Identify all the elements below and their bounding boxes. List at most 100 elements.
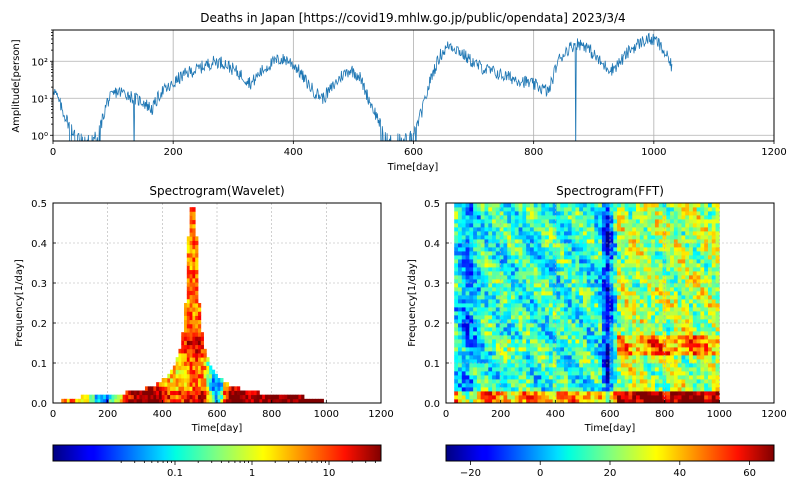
- fft-cell: [628, 359, 633, 364]
- fft-cell: [511, 339, 516, 344]
- fft-cell: [685, 219, 690, 224]
- fft-cell: [571, 275, 576, 280]
- fft-cell: [454, 239, 459, 244]
- wavelet-cell: [181, 369, 185, 375]
- fft-cell: [492, 387, 497, 392]
- fft-cell: [707, 267, 713, 272]
- fft-cell: [666, 323, 671, 328]
- fft-cell: [700, 231, 705, 236]
- fft-cell: [601, 227, 607, 232]
- line-panel: Deaths in Japan [https://covid19.mhlw.go…: [11, 11, 787, 173]
- fft-cell: [632, 239, 637, 244]
- wavelet-cell: [223, 382, 227, 387]
- fft-cell: [654, 235, 660, 240]
- fft-cell: [571, 395, 576, 400]
- fft-cell: [632, 271, 637, 276]
- fft-cell: [518, 211, 523, 216]
- fft-cell: [495, 267, 501, 272]
- fft-cell: [647, 327, 652, 332]
- fft-cell: [548, 287, 554, 292]
- wavelet-cell: [164, 382, 168, 387]
- fft-cell: [673, 271, 679, 276]
- fft-cell: [545, 371, 550, 376]
- fft-cell: [518, 331, 523, 336]
- wavelet-cell: [181, 348, 185, 354]
- fft-cell: [514, 295, 519, 300]
- fft-cell: [529, 359, 535, 364]
- fft-cell: [582, 383, 588, 388]
- fft-cell: [670, 219, 675, 224]
- fft-cell: [700, 227, 705, 232]
- fft-cell: [601, 331, 607, 336]
- fft-cell: [689, 315, 694, 320]
- fft-cell: [689, 291, 694, 296]
- fft-cell: [473, 391, 478, 396]
- fft-cell: [598, 279, 603, 284]
- wavelet-cell: [231, 394, 235, 400]
- fft-cell: [533, 287, 538, 292]
- fft-cell: [677, 387, 682, 392]
- fft-cell: [673, 255, 679, 260]
- fft-cell: [495, 355, 501, 360]
- fft-cell: [469, 343, 474, 348]
- fft-cell: [677, 239, 682, 244]
- fft-cell: [552, 215, 557, 220]
- fft-cell: [594, 215, 599, 220]
- fft-cell: [567, 323, 573, 328]
- fft-cell: [613, 327, 618, 332]
- wavelet-cell: [192, 369, 196, 375]
- fft-cell: [685, 307, 690, 312]
- fft-cell: [647, 339, 652, 344]
- fft-cell: [454, 359, 459, 364]
- fft-cell: [457, 383, 463, 388]
- fft-cell: [454, 335, 459, 340]
- fft-cell: [473, 235, 478, 240]
- fft-cell: [620, 363, 626, 368]
- wavelet-cell: [189, 340, 193, 346]
- fft-cell: [469, 379, 474, 384]
- wavelet-cell: [150, 394, 154, 400]
- fft-cell: [594, 251, 599, 256]
- fft-cell: [518, 355, 523, 360]
- fft-cell: [696, 275, 701, 280]
- fft-cell: [529, 379, 535, 384]
- fft-cell: [461, 323, 466, 328]
- wavelet-cell: [211, 386, 216, 391]
- fft-cell: [488, 271, 493, 276]
- fft-cell: [670, 319, 675, 324]
- fft-cell: [715, 275, 720, 280]
- fft-cell: [609, 271, 614, 276]
- wavelet-cell: [122, 398, 126, 403]
- wavelet-cell: [186, 340, 191, 346]
- fft-cell: [613, 375, 618, 380]
- fft-cell: [654, 303, 660, 308]
- fft-cell: [548, 375, 554, 380]
- fft-cell: [579, 247, 584, 252]
- fft-cell: [673, 331, 679, 336]
- fft-cell: [537, 383, 542, 388]
- fft-cell: [454, 379, 459, 384]
- fft-cell: [704, 275, 709, 280]
- fft-cell: [507, 219, 512, 224]
- wavelet-cell: [245, 398, 249, 403]
- fft-cell: [609, 295, 614, 300]
- fft-cell: [707, 203, 713, 208]
- fft-cell: [700, 207, 705, 212]
- wavelet-cell: [158, 394, 163, 400]
- fft-cell: [492, 311, 497, 316]
- fft-cell: [662, 247, 667, 252]
- fft-cell: [715, 279, 720, 284]
- fft-cell: [575, 239, 580, 244]
- wavelet-cell: [195, 386, 199, 391]
- fft-cell: [488, 371, 493, 376]
- fft-cell: [564, 319, 569, 324]
- fft-cell: [526, 367, 531, 372]
- fft-cell: [586, 375, 591, 380]
- fft-cell: [670, 311, 675, 316]
- wavelet-cell: [142, 390, 146, 396]
- fft-cell: [537, 243, 542, 248]
- fft-cell: [567, 215, 573, 220]
- fft-cell: [609, 395, 614, 400]
- fft-cell: [643, 367, 648, 372]
- fft-cell: [685, 387, 690, 392]
